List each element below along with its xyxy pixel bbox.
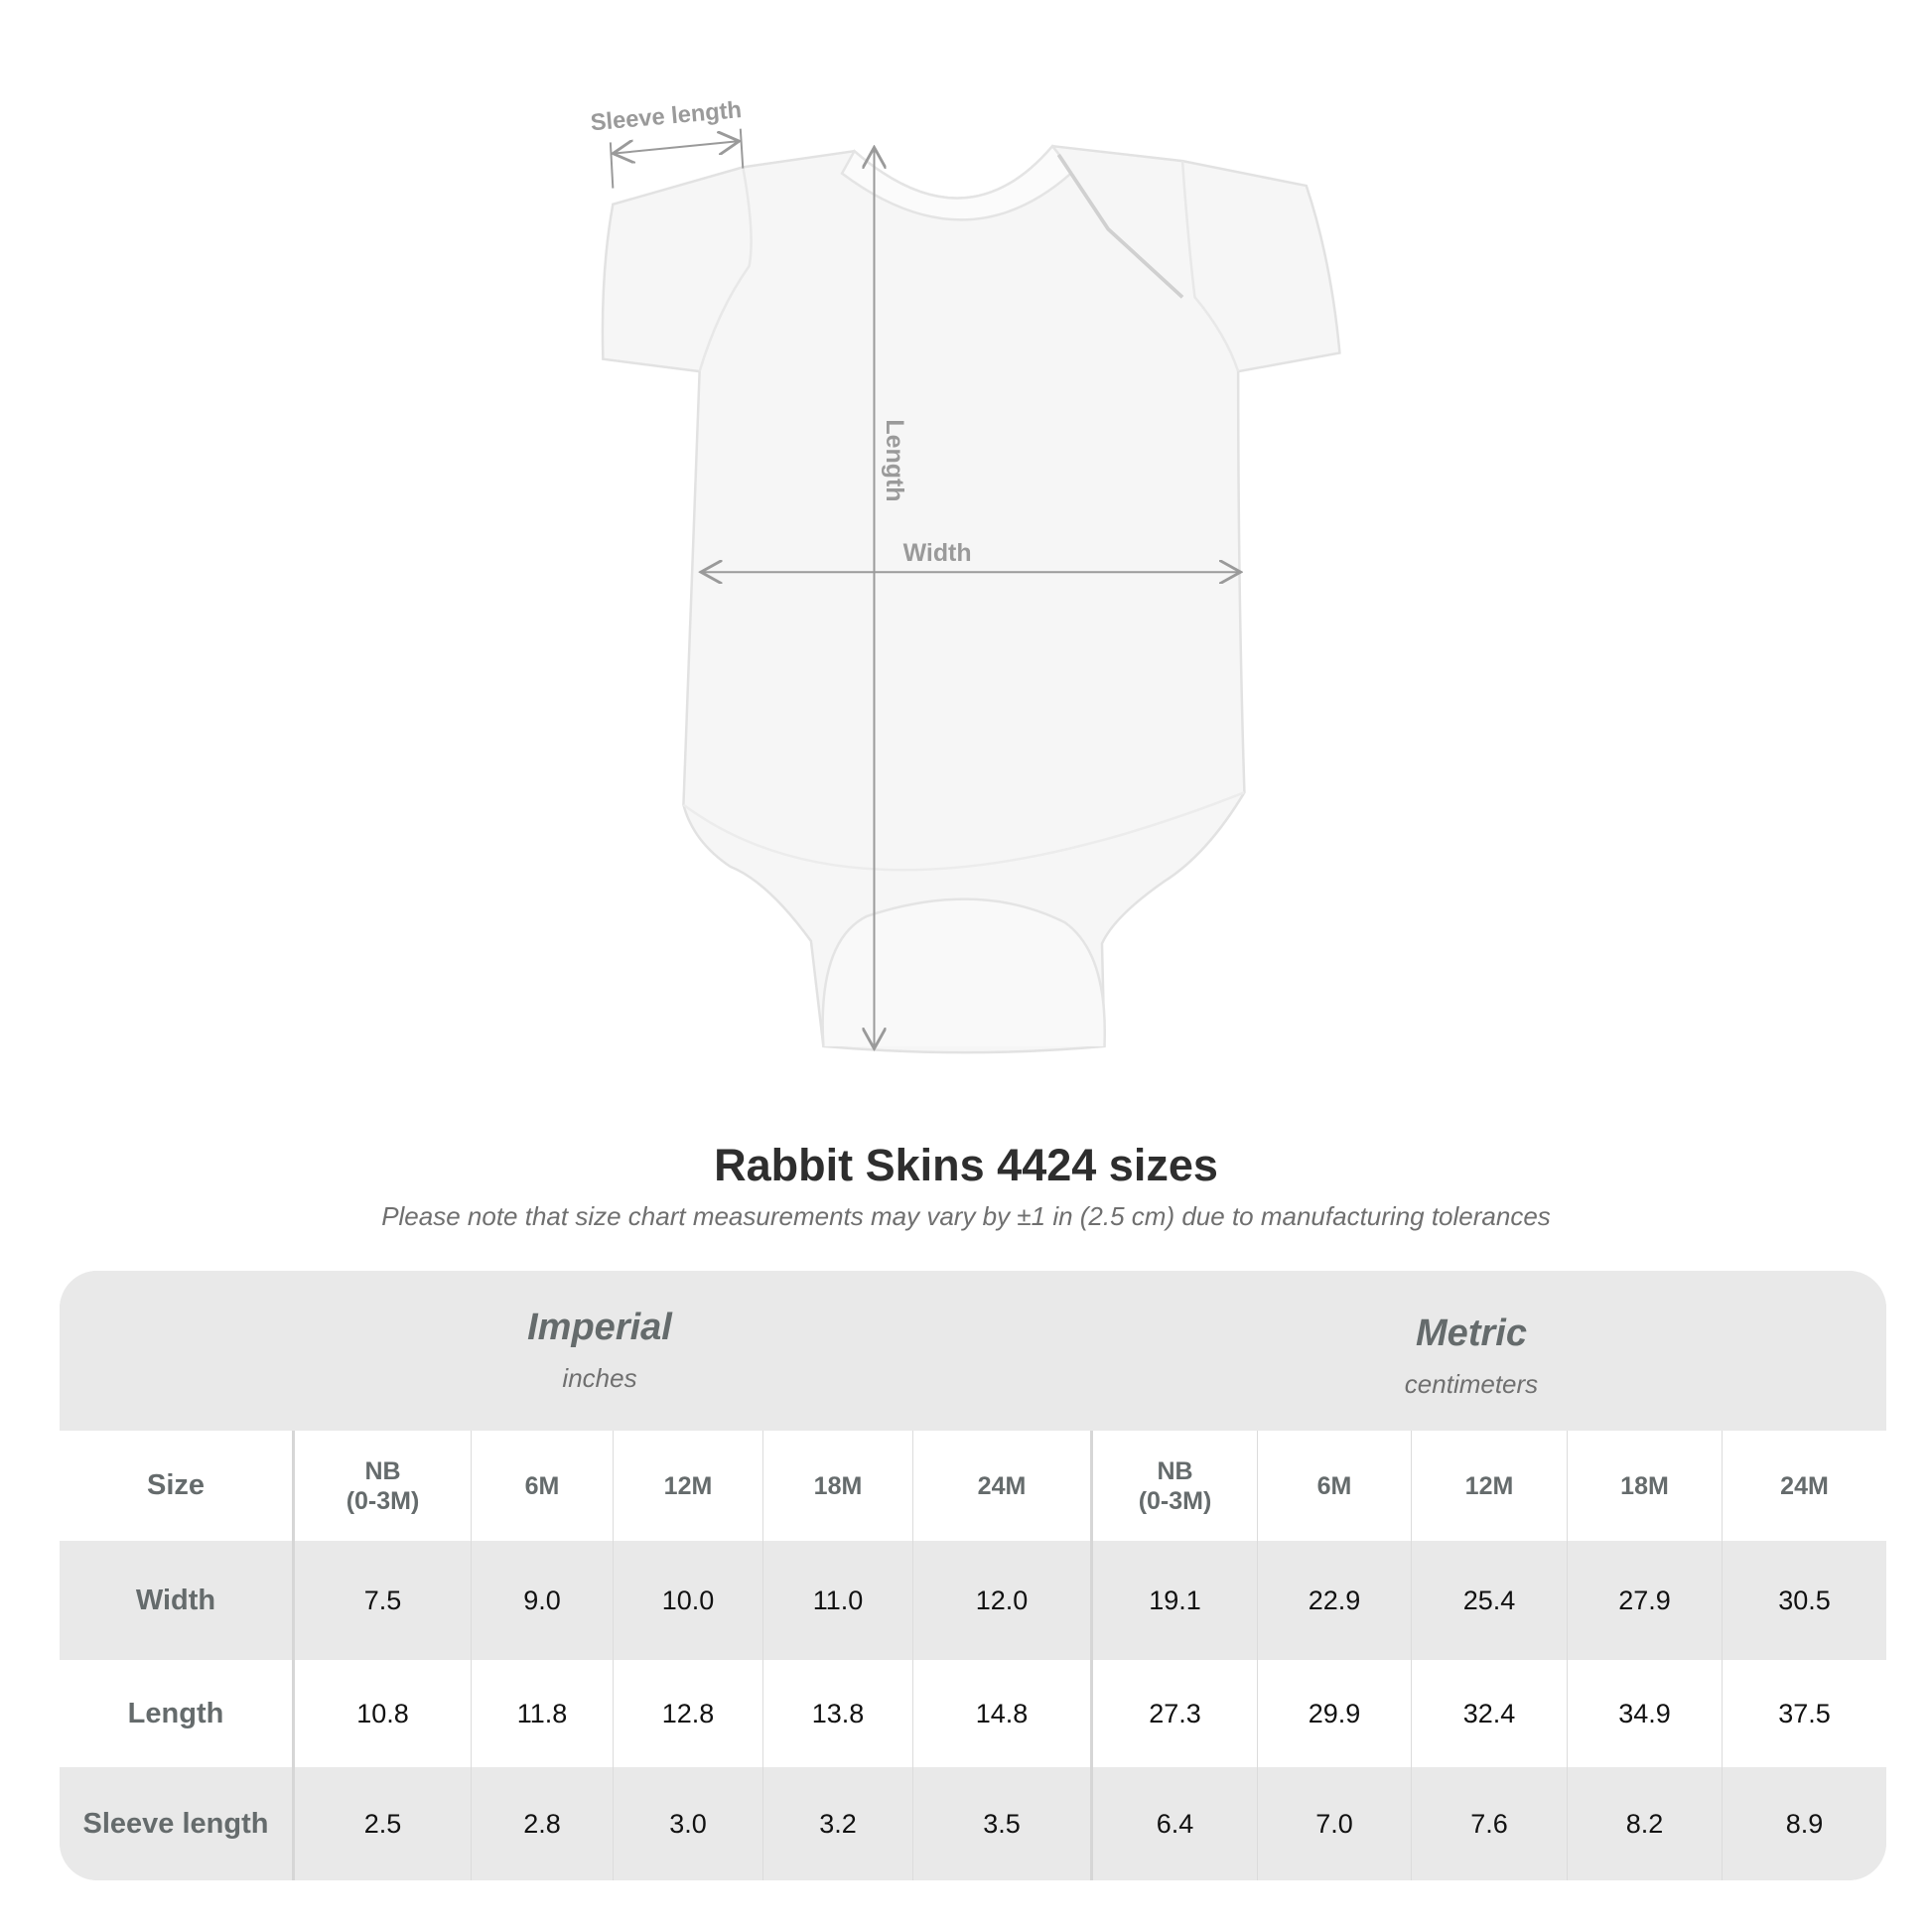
row-label: Width xyxy=(135,1584,216,1616)
row-label: Size xyxy=(146,1469,206,1501)
metric-header: Metric centimeters xyxy=(1223,1312,1720,1400)
table-cell: 11.8 xyxy=(471,1660,613,1767)
table-cell: 12.8 xyxy=(613,1660,762,1767)
table-cell: 6.4 xyxy=(1090,1767,1257,1880)
table-cell: 27.9 xyxy=(1567,1541,1722,1660)
table-row: Length 10.8 11.8 12.8 13.8 14.8 27.3 29.9 32.4 34… xyxy=(60,1660,1886,1767)
imperial-unit: inches xyxy=(562,1363,637,1393)
table-cell: 7.6 xyxy=(1411,1767,1567,1880)
table-cell: 2.5 xyxy=(292,1767,471,1880)
table-cell: 3.5 xyxy=(912,1767,1090,1880)
table-cell: 27.3 xyxy=(1090,1660,1257,1767)
size-header: 18M xyxy=(1567,1431,1722,1541)
size-header: 24M xyxy=(912,1431,1090,1541)
page-title: Rabbit Skins 4424 sizes xyxy=(714,1140,1218,1190)
table-cell: 8.2 xyxy=(1567,1767,1722,1880)
table-cell: 37.5 xyxy=(1722,1660,1886,1767)
imperial-title: Imperial xyxy=(527,1307,672,1348)
table-row: Sleeve length 2.5 2.8 3.0 3.2 3.5 6.4 7.0 7.6 8.2… xyxy=(60,1767,1886,1880)
width-label: Width xyxy=(903,539,972,567)
unit-header: Imperial inches Metric centimeters xyxy=(60,1271,1886,1431)
size-header: 18M xyxy=(762,1431,912,1541)
size-header: 6M xyxy=(1257,1431,1411,1541)
table-cell: 12.0 xyxy=(912,1541,1090,1660)
tolerance-note: Please note that size chart measurements… xyxy=(381,1201,1551,1231)
size-header: 24M xyxy=(1722,1431,1886,1541)
table-cell: 10.0 xyxy=(613,1541,762,1660)
table-cell: 9.0 xyxy=(471,1541,613,1660)
table-cell: 10.8 xyxy=(292,1660,471,1767)
table-cell: 13.8 xyxy=(762,1660,912,1767)
table-cell: 32.4 xyxy=(1411,1660,1567,1767)
table-cell: 3.0 xyxy=(613,1767,762,1880)
size-header-row: Size NB (0-3M) 6M 12M 18M 24M NB (0-3M) 6M 12M 18… xyxy=(60,1431,1886,1541)
table-cell: 22.9 xyxy=(1257,1541,1411,1660)
table-cell: 29.9 xyxy=(1257,1660,1411,1767)
table-cell: 8.9 xyxy=(1722,1767,1886,1880)
table-cell: 30.5 xyxy=(1722,1541,1886,1660)
length-label: Length xyxy=(881,419,908,501)
size-table: Imperial inches Metric centimeters Size N… xyxy=(60,1271,1886,1880)
size-header: 12M xyxy=(613,1431,762,1541)
size-header: NB (0-3M) xyxy=(1090,1431,1257,1541)
table-cell: 7.5 xyxy=(292,1541,471,1660)
table-cell: 25.4 xyxy=(1411,1541,1567,1660)
row-label: Sleeve length xyxy=(82,1807,269,1840)
sleeve-length-arrow xyxy=(609,128,745,189)
table-cell: 11.0 xyxy=(762,1541,912,1660)
size-header: 6M xyxy=(471,1431,613,1541)
table-cell: 7.0 xyxy=(1257,1767,1411,1880)
imperial-header: Imperial inches xyxy=(351,1307,848,1394)
metric-unit: centimeters xyxy=(1404,1369,1539,1399)
onesie-illustration xyxy=(601,144,1341,1054)
sleeve-length-label: Sleeve length xyxy=(590,97,743,136)
table-cell: 19.1 xyxy=(1090,1541,1257,1660)
table-cell: 14.8 xyxy=(912,1660,1090,1767)
table-cell: 2.8 xyxy=(471,1767,613,1880)
table-cell: 3.2 xyxy=(762,1767,912,1880)
onesie-diagram: Sleeve length Length Width xyxy=(590,97,1341,1054)
row-label: Length xyxy=(127,1697,224,1729)
table-cell: 34.9 xyxy=(1567,1660,1722,1767)
table-row: Width 7.5 9.0 10.0 11.0 12.0 19.1 22.9 25.4 27.9 3… xyxy=(60,1541,1886,1660)
metric-title: Metric xyxy=(1416,1312,1527,1354)
size-header: NB (0-3M) xyxy=(292,1431,471,1541)
size-header: 12M xyxy=(1411,1431,1567,1541)
